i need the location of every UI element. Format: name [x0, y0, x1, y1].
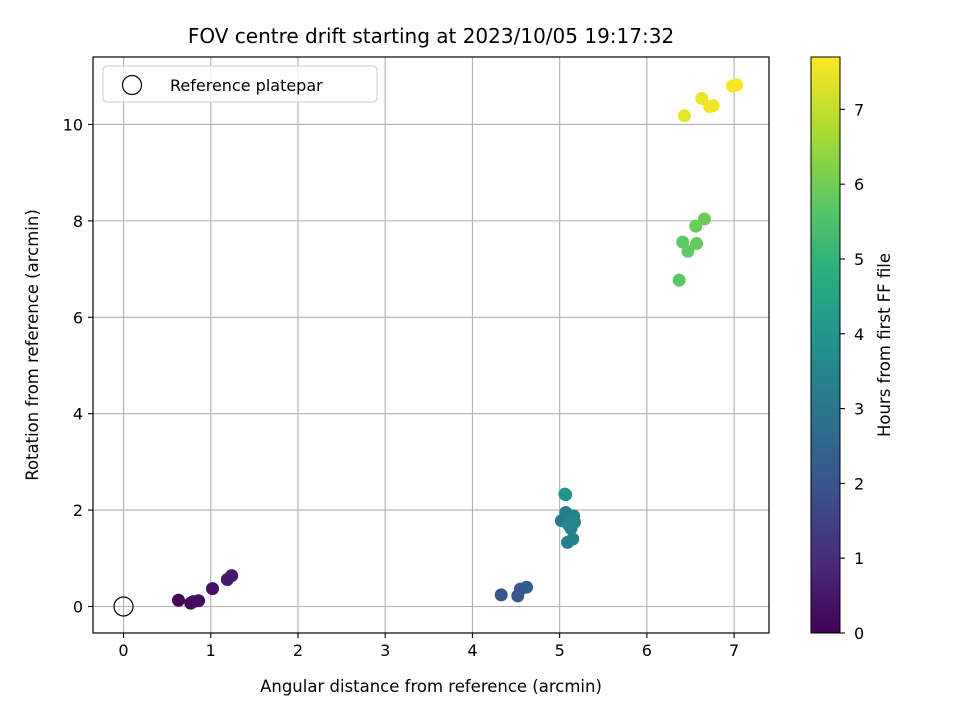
colorbar-tick-label: 3 — [854, 400, 864, 419]
colorbar-label: Hours from first FF file — [875, 253, 894, 437]
x-tick-label: 7 — [729, 641, 739, 660]
data-point — [171, 593, 185, 607]
y-axis-label: Rotation from reference (arcmin) — [23, 209, 42, 481]
data-point — [205, 582, 219, 596]
data-point — [520, 580, 534, 594]
x-tick-label: 0 — [118, 641, 128, 660]
y-tick-label: 4 — [73, 405, 83, 424]
data-point — [566, 532, 580, 546]
y-tick-label: 10 — [63, 115, 83, 134]
data-point — [730, 78, 744, 92]
colorbar — [811, 57, 840, 633]
data-point — [494, 588, 508, 602]
reference-marker — [113, 596, 134, 617]
x-tick-label: 3 — [380, 641, 390, 660]
colorbar-tick-label: 4 — [854, 325, 864, 344]
legend-entry-reference: Reference platepar — [170, 76, 323, 95]
data-point — [706, 99, 720, 113]
y-axis-ticks: 0 2 4 6 8 10 — [63, 115, 93, 616]
x-tick-label: 5 — [555, 641, 565, 660]
x-tick-label: 4 — [467, 641, 477, 660]
data-point — [677, 109, 691, 123]
data-point — [192, 594, 206, 608]
reference-layer — [113, 596, 134, 617]
y-tick-label: 8 — [73, 212, 83, 231]
colorbar-tick-label: 7 — [854, 100, 864, 119]
data-point — [558, 487, 572, 501]
grid — [93, 57, 769, 633]
legend: Reference platepar — [102, 65, 378, 103]
data-point — [697, 212, 711, 226]
plot-frame — [92, 56, 770, 634]
colorbar-tick-label: 5 — [854, 250, 864, 269]
data-point — [561, 518, 575, 532]
colorbar-tick-label: 6 — [854, 175, 864, 194]
colorbar-tick-label: 1 — [854, 549, 864, 568]
colorbar-tick-label: 2 — [854, 474, 864, 493]
data-point — [689, 219, 703, 233]
y-tick-label: 6 — [73, 308, 83, 327]
x-axis-ticks: 0 1 2 3 4 5 6 7 — [118, 633, 739, 660]
data-point — [695, 91, 709, 105]
legend-marker-icon — [121, 74, 143, 96]
colorbar-tick-label: 0 — [854, 624, 864, 643]
x-tick-label: 2 — [293, 641, 303, 660]
x-tick-label: 1 — [206, 641, 216, 660]
data-point — [690, 237, 704, 251]
data-point — [225, 569, 239, 583]
data-point — [681, 244, 695, 258]
chart-title: FOV centre drift starting at 2023/10/05 … — [188, 24, 674, 48]
x-axis-label: Angular distance from reference (arcmin) — [260, 677, 602, 696]
x-tick-label: 6 — [642, 641, 652, 660]
data-points — [171, 78, 744, 610]
y-tick-label: 2 — [73, 501, 83, 520]
legend-box — [102, 65, 378, 103]
data-point — [672, 273, 686, 287]
y-tick-label: 0 — [73, 597, 83, 616]
colorbar-ticks: 0 1 2 3 4 5 6 7 — [840, 100, 864, 643]
colorbar-frame — [810, 56, 841, 634]
